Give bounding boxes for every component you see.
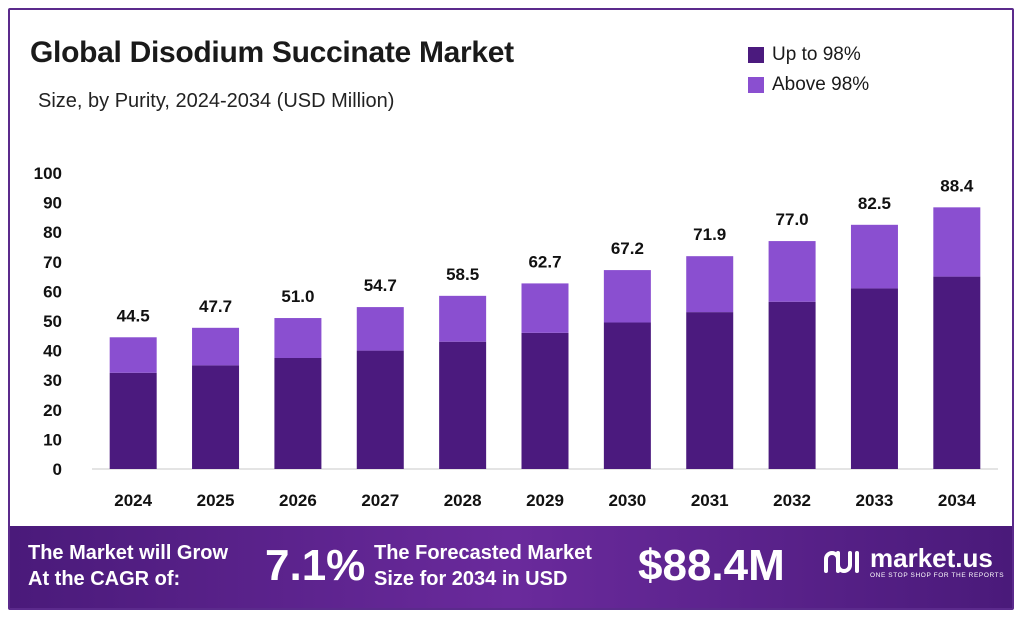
chart-title: Global Disodium Succinate Market (30, 36, 514, 69)
bar-segment-up-to-98 (192, 365, 240, 469)
y-tick-label: 50 (43, 312, 62, 331)
cagr-value: 7.1% (265, 541, 366, 590)
bar-segment-up-to-98 (603, 322, 651, 469)
y-tick-label: 100 (34, 164, 62, 183)
cagr-caption-line2: At the CAGR of: (28, 568, 181, 590)
bar-segment-above-98 (521, 283, 569, 333)
x-tick-label: 2031 (691, 491, 729, 510)
bar-segment-up-to-98 (439, 341, 487, 469)
bar-total-label: 54.7 (364, 276, 397, 295)
market-us-logo-icon (824, 551, 859, 573)
bar-total-label: 71.9 (693, 225, 726, 244)
legend-label-up-to-98: Up to 98% (772, 44, 861, 65)
forecast-caption-line2: Size for 2034 in USD (374, 568, 568, 590)
bar-segment-up-to-98 (274, 358, 322, 469)
y-tick-label: 0 (53, 460, 62, 479)
bar-segment-above-98 (356, 307, 404, 351)
bar-total-label: 51.0 (281, 287, 314, 306)
brand-logo: market.us ONE STOP SHOP FOR THE REPORTS (822, 544, 1004, 580)
bar-segment-up-to-98 (356, 350, 404, 469)
brand-name: market.us (870, 543, 993, 573)
bar-segment-above-98 (850, 224, 898, 289)
bar-total-label: 67.2 (611, 239, 644, 258)
x-tick-label: 2034 (938, 491, 976, 510)
y-tick-label: 90 (43, 194, 62, 213)
bar-total-label: 62.7 (528, 252, 561, 271)
bar-segment-up-to-98 (768, 301, 816, 469)
bar-segment-above-98 (192, 327, 240, 366)
chart-frame: Global Disodium Succinate Market Size, b… (8, 8, 1014, 610)
bar-segment-up-to-98 (686, 312, 734, 469)
bar-segment-above-98 (274, 318, 322, 358)
legend-item-above-98: Above 98% (748, 70, 869, 100)
legend-item-up-to-98: Up to 98% (748, 40, 869, 70)
chart-subtitle: Size, by Purity, 2024-2034 (USD Million) (38, 90, 395, 112)
cagr-caption-line1: The Market will Grow (28, 542, 229, 564)
y-tick-label: 10 (43, 430, 62, 449)
x-tick-label: 2025 (197, 491, 235, 510)
bar-segment-above-98 (768, 241, 816, 302)
brand-text-block: market.us ONE STOP SHOP FOR THE REPORTS (870, 544, 1004, 580)
bar-segment-up-to-98 (850, 288, 898, 469)
y-tick-label: 30 (43, 371, 62, 390)
forecast-caption-line1: The Forecasted Market (374, 542, 592, 564)
bar-segment-above-98 (109, 337, 157, 373)
legend-swatch-up-to-98 (748, 47, 764, 63)
y-tick-label: 40 (43, 342, 62, 361)
x-tick-label: 2029 (526, 491, 564, 510)
bar-segment-up-to-98 (933, 276, 981, 469)
bar-segment-above-98 (686, 256, 734, 313)
cagr-caption: The Market will Grow At the CAGR of: (28, 540, 228, 592)
bar-total-label: 77.0 (776, 210, 809, 229)
bar-total-label: 44.5 (117, 306, 150, 325)
brand-tagline: ONE STOP SHOP FOR THE REPORTS (870, 572, 1005, 579)
forecast-value: $88.4M (638, 541, 785, 590)
legend-label-above-98: Above 98% (772, 74, 870, 95)
bar-total-label: 47.7 (199, 297, 232, 316)
x-tick-label: 2026 (279, 491, 317, 510)
x-tick-label: 2027 (361, 491, 399, 510)
bar-total-label: 82.5 (858, 194, 891, 213)
chart-legend: Up to 98% Above 98% (748, 40, 869, 100)
summary-banner: The Market will Grow At the CAGR of: 7.1… (10, 526, 1012, 608)
bar-segment-up-to-98 (109, 372, 157, 469)
bar-segment-above-98 (933, 207, 981, 277)
x-tick-label: 2024 (114, 491, 152, 510)
x-tick-label: 2030 (608, 491, 646, 510)
legend-swatch-above-98 (748, 77, 764, 93)
bar-segment-above-98 (603, 270, 651, 323)
x-tick-label: 2028 (444, 491, 482, 510)
bar-total-label: 58.5 (446, 265, 479, 284)
bar-total-label: 88.4 (940, 176, 974, 195)
y-tick-label: 80 (43, 223, 62, 242)
bar-segment-above-98 (439, 295, 487, 342)
y-tick-label: 70 (43, 253, 62, 272)
y-tick-label: 20 (43, 401, 62, 420)
bar-chart: 010203040506070809010044.5202447.7202551… (34, 164, 998, 510)
forecast-caption: The Forecasted Market Size for 2034 in U… (374, 540, 592, 592)
x-tick-label: 2032 (773, 491, 811, 510)
x-tick-label: 2033 (856, 491, 894, 510)
bar-segment-up-to-98 (521, 332, 569, 469)
y-tick-label: 60 (43, 282, 62, 301)
